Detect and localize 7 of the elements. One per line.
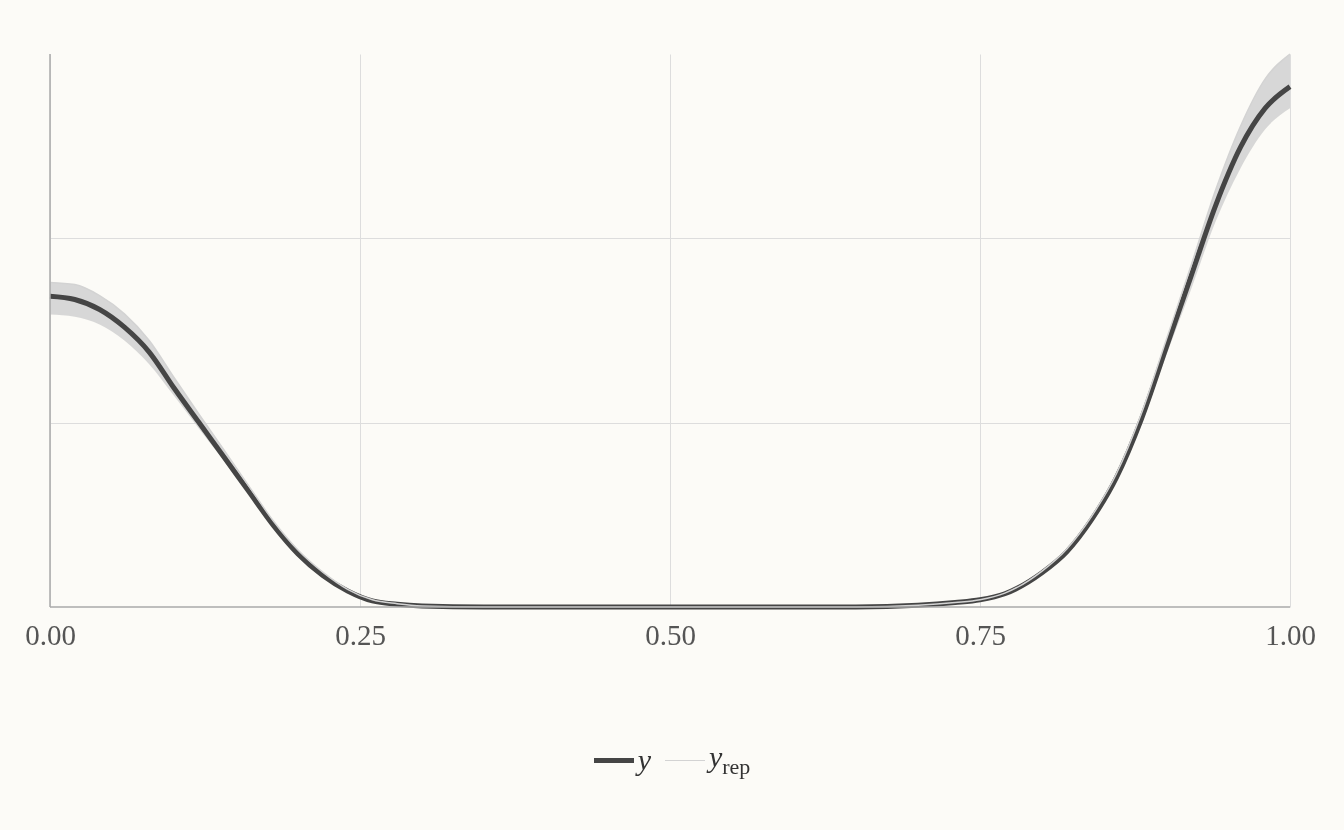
x-tick-label: 0.75 [955,618,1006,651]
x-tick-label: 1.00 [1265,618,1316,651]
legend-label: y$_{rep}$ [708,740,751,780]
x-tick-label: 0.50 [645,618,696,651]
x-tick-label: 0.25 [335,618,386,651]
legend-label: y [637,743,651,777]
x-tick-label: 0.00 [25,618,76,651]
